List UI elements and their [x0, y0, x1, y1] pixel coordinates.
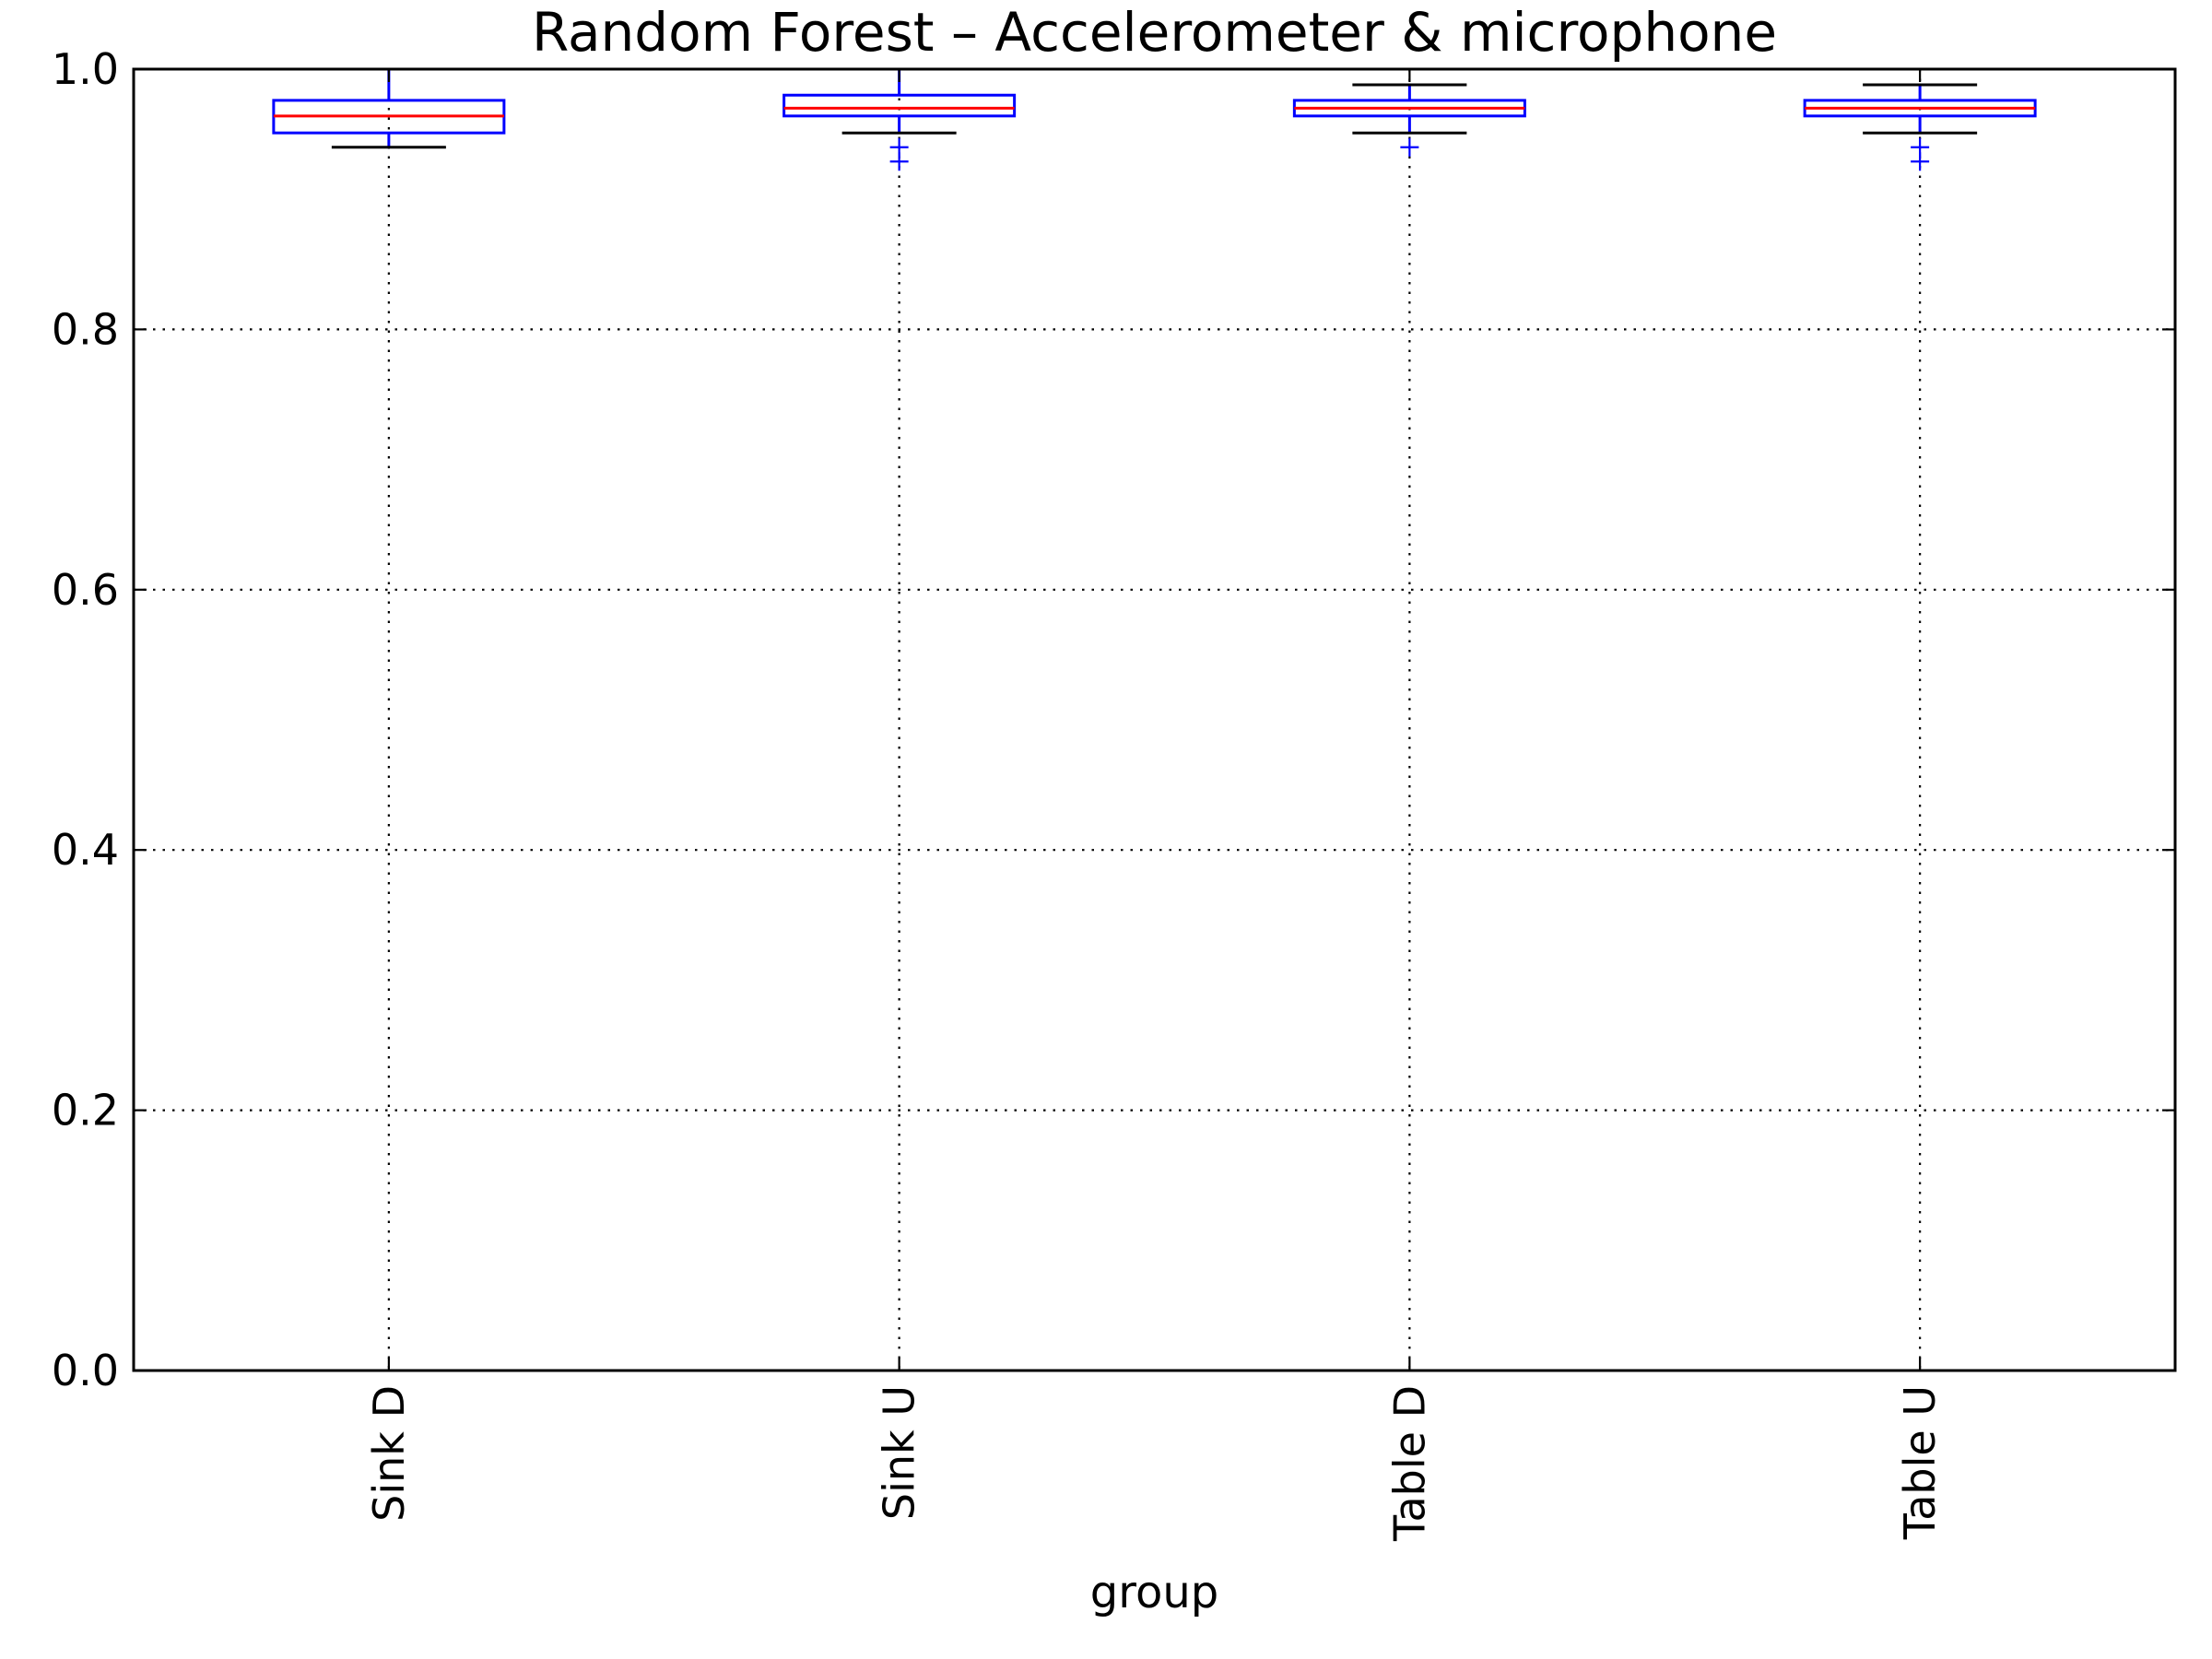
box-rect [782, 93, 1017, 118]
x-tick-label: Table U [1895, 1385, 1945, 1540]
plot-frame [132, 67, 2177, 1372]
box-plot [782, 69, 1017, 171]
grid-layer [134, 69, 2175, 1371]
y-tick-label: 1.0 [52, 44, 119, 94]
x-tick-label: Table D [1384, 1385, 1434, 1542]
y-tick-label: 0.2 [52, 1086, 119, 1135]
x-tick-labels: Sink D Sink U Table D Table U [364, 1385, 1945, 1542]
box-plot [1803, 83, 2037, 171]
y-tick-label: 0.0 [52, 1346, 119, 1395]
box-plot [1292, 83, 1526, 157]
box-layer [272, 69, 2037, 171]
y-tick-label: 0.6 [52, 565, 119, 615]
box-plot [272, 69, 506, 149]
flier-marker [1400, 137, 1419, 157]
y-tick-labels: 0.0 0.2 0.4 0.6 0.8 1.0 [52, 44, 119, 1395]
tick-layer [134, 67, 2175, 1372]
flier-marker [1911, 152, 1930, 171]
y-tick-label: 0.4 [52, 825, 119, 875]
x-tick-label: Sink U [875, 1385, 924, 1520]
y-tick-label: 0.8 [52, 304, 119, 354]
chart-title: Random Forest – Accelerometer & micropho… [532, 1, 1777, 64]
x-tick-label: Sink D [364, 1385, 414, 1522]
flier-marker [889, 152, 909, 171]
x-axis-label: group [1090, 1567, 1218, 1618]
